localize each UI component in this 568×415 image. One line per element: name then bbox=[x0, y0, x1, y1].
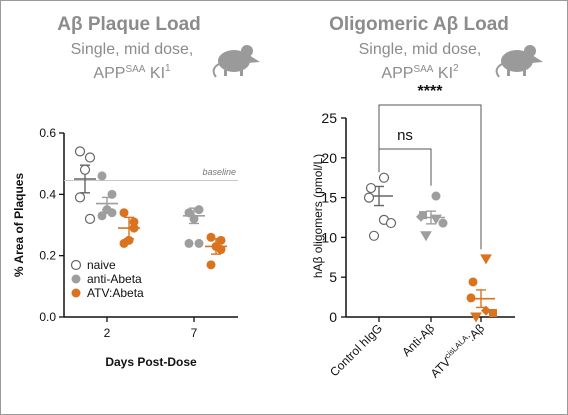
left-y-tick-label: 0.2 bbox=[39, 249, 56, 263]
data-point bbox=[378, 172, 390, 183]
data-point bbox=[480, 254, 492, 265]
right-y-tick-label: 0 bbox=[329, 309, 337, 325]
data-point bbox=[206, 260, 216, 270]
data-point bbox=[481, 305, 491, 316]
legend-entry: anti-Abeta bbox=[71, 272, 142, 286]
data-point bbox=[385, 217, 397, 229]
legend-label: ATV:Abeta bbox=[87, 286, 144, 300]
data-point bbox=[74, 192, 86, 203]
mouse-icon bbox=[495, 45, 543, 78]
data-point bbox=[468, 277, 478, 287]
series-group bbox=[96, 171, 118, 221]
legend-marker bbox=[70, 259, 82, 271]
legend-entry: naive bbox=[70, 258, 116, 272]
data-point bbox=[74, 146, 86, 157]
data-point bbox=[431, 191, 441, 201]
data-point bbox=[420, 231, 432, 242]
data-point bbox=[97, 171, 107, 181]
left-y-axis-label: % Area of Plaques bbox=[12, 173, 26, 278]
right-y-axis-label: hAβ oligomers (pmol/L) bbox=[311, 154, 325, 278]
data-point bbox=[84, 213, 96, 224]
data-point bbox=[438, 218, 448, 228]
data-point bbox=[216, 235, 226, 245]
left-y-tick-label: 0.6 bbox=[39, 126, 56, 140]
right-y-tick-label: 15 bbox=[321, 190, 337, 206]
legend-label: naive bbox=[87, 258, 116, 272]
legend-marker bbox=[71, 274, 81, 284]
series-group bbox=[118, 208, 140, 248]
right-subtitle-ref: 2 bbox=[453, 63, 459, 74]
data-point bbox=[194, 205, 204, 215]
significance-label: ns bbox=[397, 127, 413, 144]
left-subtitle-ref: 1 bbox=[165, 63, 171, 74]
series-group bbox=[74, 146, 96, 224]
right-subtitle-main: APP bbox=[381, 65, 413, 82]
series-group bbox=[363, 172, 397, 241]
series-group bbox=[205, 232, 227, 270]
baseline-label: baseline bbox=[202, 167, 236, 177]
data-point bbox=[107, 208, 117, 218]
right-subtitle-sup: SAA bbox=[413, 64, 433, 75]
right-subtitle-line1: Single, mid dose, bbox=[359, 41, 482, 58]
data-point bbox=[368, 230, 380, 241]
mouse-icon bbox=[212, 45, 260, 78]
data-point bbox=[206, 232, 216, 242]
right-x-tick-label: Control hIgG bbox=[327, 321, 385, 379]
data-point bbox=[184, 208, 194, 218]
data-point bbox=[489, 309, 497, 318]
right-subtitle-line2: APPSAA KI2 bbox=[381, 63, 459, 82]
left-subtitle-main: APP bbox=[93, 65, 125, 82]
series-group bbox=[416, 191, 448, 242]
left-subtitle-sup: SAA bbox=[125, 64, 145, 75]
data-point bbox=[189, 214, 199, 224]
right-y-tick-label: 25 bbox=[321, 110, 337, 126]
left-x-tick-label: 2 bbox=[104, 326, 111, 340]
right-x-tick-label: ATVcisLALA:Aβ bbox=[427, 320, 487, 380]
oligomer-chart: hAβ oligomers (pmol/L) 0 5 10 15 20 25 Control… bbox=[311, 83, 515, 381]
data-point bbox=[466, 293, 476, 303]
data-point bbox=[79, 164, 91, 175]
data-point bbox=[119, 238, 129, 248]
legend-marker bbox=[71, 288, 81, 298]
legend-entry: ATV:Abeta bbox=[71, 286, 144, 300]
data-point bbox=[184, 238, 194, 248]
left-x-tick-label: 7 bbox=[191, 326, 198, 340]
data-point bbox=[129, 217, 139, 227]
right-title: Oligomeric Aβ Load bbox=[329, 14, 509, 35]
legend-label: anti-Abeta bbox=[87, 272, 142, 286]
left-title: Aβ Plaque Load bbox=[57, 14, 201, 35]
left-y-tick-label: 0.4 bbox=[39, 187, 56, 201]
data-point bbox=[416, 211, 426, 222]
left-y-tick-label: 0.0 bbox=[39, 310, 56, 324]
right-y-tick-label: 5 bbox=[329, 269, 337, 285]
series-group bbox=[183, 205, 205, 248]
right-subtitle-ki: KI bbox=[433, 65, 453, 82]
right-y-tick-label: 10 bbox=[321, 229, 337, 245]
data-point bbox=[107, 189, 117, 199]
right-y-tick-label: 20 bbox=[321, 150, 337, 166]
data-point bbox=[119, 208, 129, 218]
data-point bbox=[84, 152, 96, 163]
left-subtitle-line1: Single, mid dose, bbox=[71, 41, 194, 58]
plaque-chart: % Area of Plaques Days Post-Dose baselin… bbox=[12, 126, 238, 369]
bracket-line bbox=[378, 104, 482, 250]
series-group bbox=[466, 254, 497, 323]
significance-label: **** bbox=[418, 83, 444, 100]
data-point bbox=[365, 182, 377, 194]
right-x-tick-label: Anti-Aβ bbox=[399, 321, 437, 359]
data-point bbox=[470, 312, 482, 323]
data-point bbox=[194, 238, 204, 248]
left-subtitle-line2: APPSAA KI1 bbox=[93, 63, 171, 82]
data-point bbox=[363, 192, 375, 203]
data-point bbox=[430, 214, 442, 225]
data-point bbox=[216, 245, 226, 255]
data-point bbox=[97, 211, 107, 221]
left-x-axis-label: Days Post-Dose bbox=[105, 355, 197, 369]
significance-bracket: **** bbox=[378, 83, 482, 250]
left-subtitle-ki: KI bbox=[145, 65, 165, 82]
